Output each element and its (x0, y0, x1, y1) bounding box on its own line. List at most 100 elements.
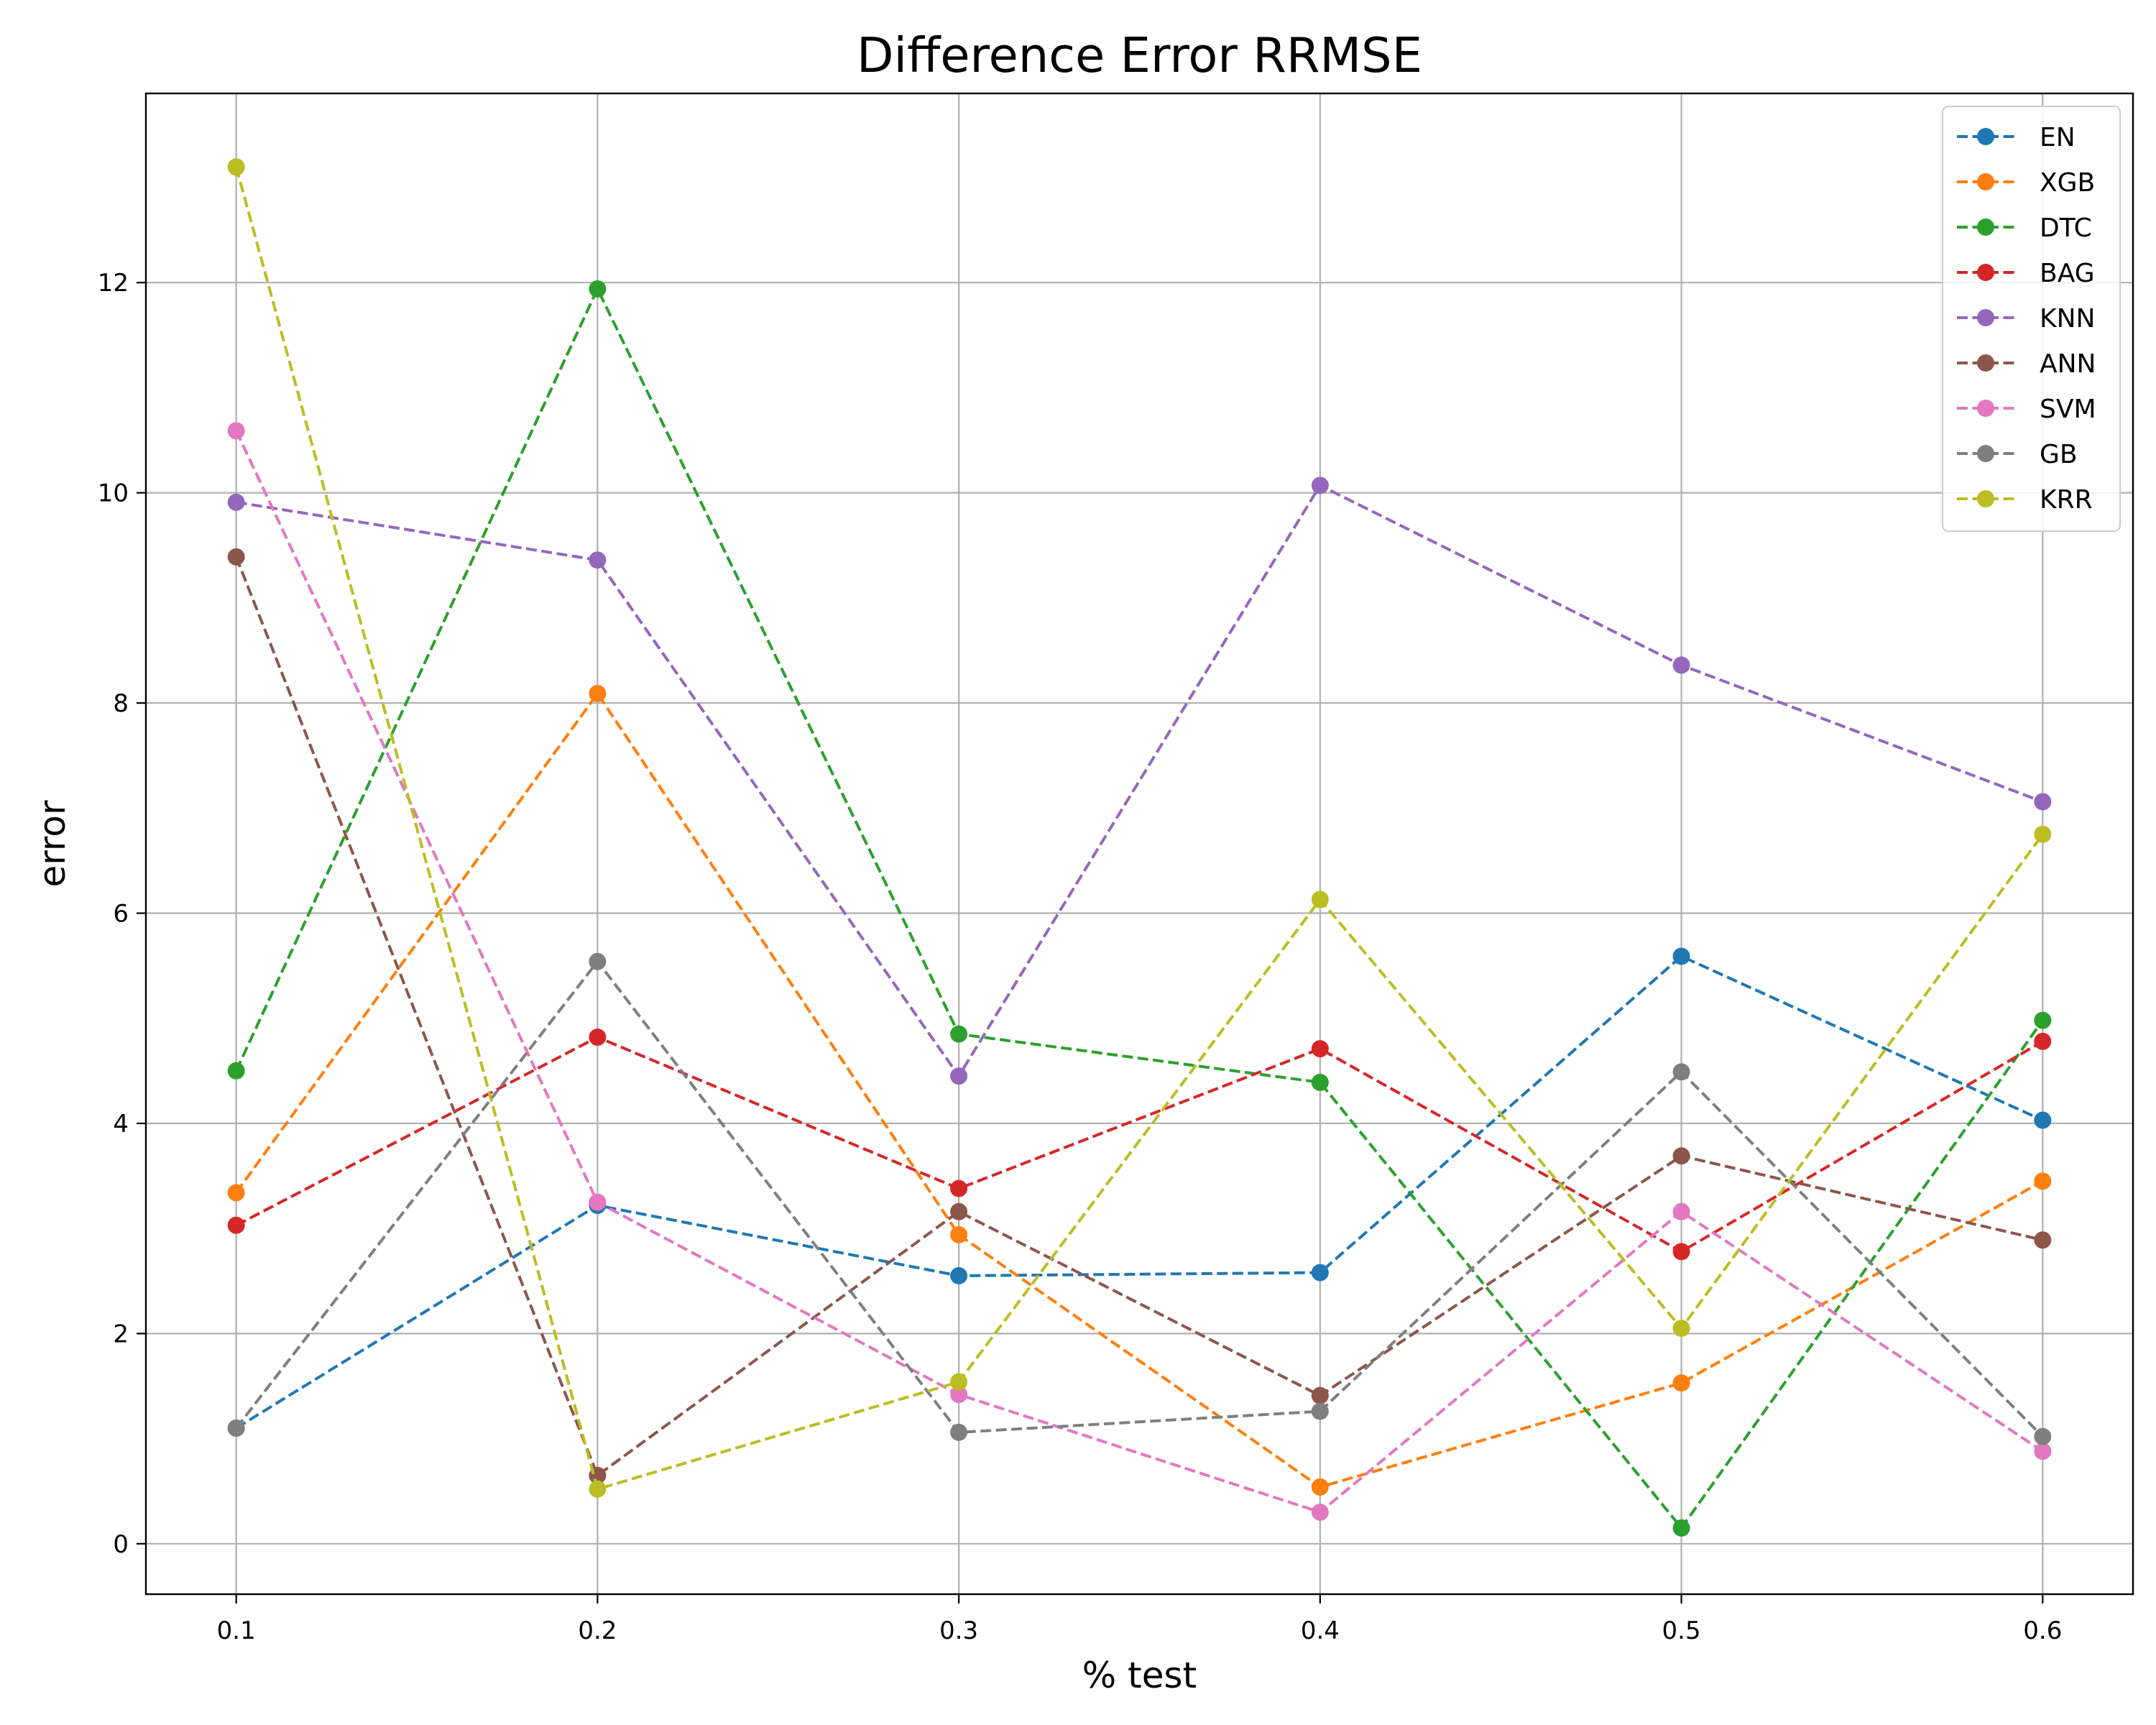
y-axis-ticks: 0 2 4 6 8 10 12 (98, 269, 146, 1559)
series-ann (227, 548, 2052, 1484)
legend-item: DTC (1957, 213, 2092, 243)
legend-label: EN (2040, 123, 2076, 152)
data-point-krr (1311, 891, 1329, 908)
data-point-bag (2034, 1032, 2052, 1050)
plot-frame (144, 92, 2134, 1596)
data-point-svm (227, 422, 245, 440)
data-point-bag (950, 1179, 968, 1197)
data-point-krr (1672, 1320, 1690, 1338)
data-point-bag (227, 1216, 245, 1234)
data-point-xgb (589, 684, 607, 702)
data-point-knn (950, 1067, 968, 1085)
legend-box (1942, 106, 2121, 532)
legend: EN XGB DTC BAG KNN ANN SVM GB KRR (1942, 106, 2121, 532)
series-xgb (227, 684, 2052, 1496)
data-point-knn (2034, 793, 2052, 811)
data-point-xgb (1672, 1374, 1690, 1392)
y-axis-label: error (32, 800, 73, 887)
legend-item: EN (1957, 123, 2076, 152)
series-line-dtc (234, 285, 2044, 1531)
data-point-knn (227, 493, 245, 511)
legend-swatch-marker (1977, 173, 1994, 190)
data-point-dtc (2034, 1011, 2052, 1029)
x-tick-label: 0.3 (939, 1616, 978, 1645)
legend-item: SVM (1957, 395, 2096, 424)
data-point-xgb (2034, 1172, 2052, 1190)
data-point-gb (227, 1419, 245, 1437)
legend-label: SVM (2040, 395, 2096, 424)
x-tick-label: 0.6 (2023, 1616, 2062, 1645)
x-tick-label: 0.5 (1662, 1616, 1701, 1645)
data-point-svm (950, 1386, 968, 1404)
legend-label: KRR (2040, 485, 2093, 515)
data-point-en (950, 1266, 968, 1284)
series-line-ann (234, 556, 2043, 1478)
legend-swatch-marker (1977, 445, 1994, 462)
x-tick-label: 0.2 (578, 1616, 617, 1645)
data-point-ann (1672, 1147, 1690, 1165)
data-point-krr (2034, 825, 2052, 843)
data-point-ann (2034, 1231, 2052, 1249)
legend-label: KNN (2040, 304, 2095, 334)
data-point-bag (1311, 1040, 1329, 1058)
series-line-en (235, 954, 2044, 1430)
series-svm (227, 422, 2052, 1521)
series-gb (227, 952, 2052, 1445)
data-point-bag (589, 1029, 607, 1046)
legend-item: KNN (1957, 304, 2095, 334)
data-point-gb (2034, 1427, 2052, 1445)
legend-label: ANN (2040, 349, 2096, 379)
x-axis-ticks: 0.1 0.2 0.3 0.4 0.5 0.6 (217, 1594, 2062, 1645)
legend-swatch-marker (1977, 490, 1994, 507)
data-point-krr (589, 1480, 607, 1498)
data-point-knn (1672, 656, 1690, 674)
data-point-xgb (1311, 1478, 1329, 1496)
data-point-gb (1672, 1063, 1690, 1081)
y-tick-label: 8 (113, 689, 129, 718)
series-line-bag (235, 1035, 2044, 1254)
legend-swatch-marker (1977, 128, 1994, 145)
y-tick-label: 0 (113, 1530, 129, 1559)
data-point-knn (589, 551, 607, 569)
y-tick-label: 6 (113, 900, 129, 929)
data-point-krr (950, 1373, 968, 1391)
data-point-bag (1672, 1243, 1690, 1261)
data-point-en (1311, 1264, 1329, 1282)
data-point-ann (1311, 1386, 1329, 1404)
series-dtc (227, 280, 2052, 1537)
legend-label: BAG (2040, 259, 2095, 288)
series-knn (227, 477, 2052, 1085)
data-point-dtc (950, 1025, 968, 1043)
data-point-svm (1672, 1202, 1690, 1220)
legend-label: DTC (2040, 213, 2092, 243)
series-bag (227, 1029, 2052, 1261)
legend-swatch-marker (1977, 309, 1994, 326)
legend-swatch-marker (1977, 264, 1994, 281)
x-tick-label: 0.4 (1301, 1616, 1340, 1645)
data-point-ann (950, 1202, 968, 1220)
legend-swatch-marker (1977, 400, 1994, 417)
data-point-dtc (589, 280, 607, 298)
data-point-en (1672, 947, 1690, 965)
data-point-xgb (950, 1225, 968, 1243)
legend-item: GB (1957, 440, 2078, 469)
series-line-krr (234, 166, 2044, 1491)
series-en (227, 947, 2052, 1437)
series-group (227, 158, 2052, 1537)
data-point-gb (589, 952, 607, 970)
legend-swatch-marker (1977, 354, 1994, 372)
grid (146, 93, 2133, 1594)
series-line-knn (236, 483, 2044, 1079)
legend-label: GB (2040, 440, 2078, 469)
data-point-dtc (1311, 1073, 1329, 1091)
x-tick-label: 0.1 (217, 1616, 256, 1645)
y-tick-label: 10 (98, 479, 129, 508)
legend-item: ANN (1957, 349, 2096, 379)
data-point-dtc (1672, 1519, 1690, 1537)
y-tick-label: 12 (98, 269, 129, 298)
legend-swatch-marker (1977, 218, 1994, 236)
data-point-krr (227, 158, 245, 176)
legend-item: KRR (1957, 485, 2093, 515)
data-point-gb (1311, 1402, 1329, 1420)
